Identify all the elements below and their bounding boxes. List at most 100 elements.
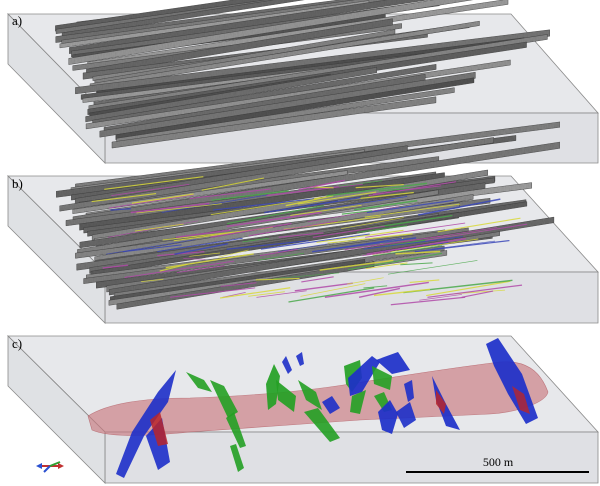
fracture-trace	[372, 245, 443, 257]
panel-c: c) 500 m	[7, 335, 599, 484]
fracture-trace	[278, 232, 324, 238]
fracture-trace	[218, 249, 249, 258]
fracture-trace	[437, 217, 521, 233]
fracture-trace	[341, 210, 373, 215]
fault-plane-blue	[404, 380, 414, 402]
fracture-trace	[368, 181, 457, 197]
fault-planes	[116, 338, 538, 478]
fracture-trace	[290, 204, 362, 216]
drill-core	[85, 67, 377, 123]
fracture-trace	[426, 280, 511, 297]
fault-plane-red	[512, 386, 530, 414]
panel-b-box-left	[7, 175, 106, 324]
fracture-trace	[176, 265, 225, 273]
fracture-trace	[159, 263, 188, 272]
fracture-trace	[431, 240, 496, 250]
fracture-trace	[326, 182, 428, 197]
fracture-trace	[319, 259, 394, 271]
drill-core	[85, 59, 511, 130]
fracture-trace	[363, 236, 463, 250]
fracture-trace	[242, 237, 269, 243]
fracture-trace	[427, 284, 523, 298]
fault-plane-green	[266, 364, 280, 410]
axis-triad-icon	[36, 461, 64, 473]
panel-c-box-front	[104, 431, 599, 484]
scale-bar-label: 500 m	[483, 455, 514, 469]
fracture-trace	[338, 180, 383, 187]
fracture-trace	[259, 248, 298, 257]
fracture-trace	[395, 250, 441, 255]
fracture-trace	[324, 281, 429, 299]
fracture-traces-b	[91, 176, 528, 306]
fracture-trace	[212, 198, 315, 211]
fracture-trace	[131, 193, 194, 204]
fracture-trace	[123, 244, 182, 253]
fracture-trace	[157, 237, 243, 253]
fracture-trace	[211, 190, 289, 201]
fracture-trace	[104, 176, 204, 190]
fracture-trace	[110, 208, 131, 211]
fracture-trace	[300, 283, 366, 297]
fracture-trace	[219, 287, 291, 299]
fault-plane-blue	[296, 352, 304, 366]
fracture-trace	[256, 290, 307, 298]
drill-core	[75, 29, 550, 95]
fault-plane-green	[372, 366, 392, 390]
fracture-trace	[294, 282, 353, 292]
fracture-trace	[189, 252, 221, 257]
fracture-trace	[248, 220, 338, 237]
fault-plane-green	[350, 390, 366, 414]
panel-b: b)	[7, 121, 599, 324]
fracture-trace	[354, 199, 418, 211]
fracture-trace	[312, 225, 385, 238]
fracture-trace	[316, 229, 404, 243]
fracture-trace	[108, 194, 194, 209]
fracture-trace	[409, 279, 440, 283]
fracture-trace	[248, 291, 285, 297]
fracture-trace	[327, 233, 413, 244]
fault-plane-green	[298, 380, 322, 410]
fracture-trace	[358, 287, 401, 298]
fracture-trace	[210, 222, 292, 238]
fracture-trace	[297, 191, 377, 205]
fault-plane-blue	[378, 400, 398, 434]
panel-a: a)	[7, 0, 599, 164]
fracture-trace	[124, 260, 235, 278]
fracture-trace	[157, 250, 205, 257]
fault-plane-blue	[282, 356, 292, 374]
fracture-trace	[183, 258, 206, 260]
fracture-trace	[165, 253, 254, 269]
fracture-trace	[174, 243, 229, 255]
fracture-trace	[461, 290, 494, 298]
fracture-trace	[355, 183, 404, 189]
fault-plane-green	[210, 380, 238, 418]
fracture-trace	[425, 223, 528, 241]
fracture-trace	[285, 194, 334, 207]
fracture-trace	[414, 239, 510, 253]
fault-plane-red	[436, 390, 446, 414]
fracture-trace	[366, 199, 454, 214]
fracture-trace	[170, 287, 256, 298]
fracture-trace	[298, 179, 345, 191]
panel-b-label: b)	[12, 176, 23, 191]
fracture-trace	[189, 188, 271, 200]
fault-plane-green	[186, 372, 212, 392]
fracture-trace	[130, 202, 210, 214]
fracture-trace	[102, 264, 129, 269]
fracture-trace	[418, 198, 501, 216]
fracture-trace	[301, 276, 334, 283]
drill-core	[116, 261, 375, 310]
fracture-trace	[344, 234, 450, 251]
fracture-trace	[329, 237, 402, 250]
fault-plane-green	[276, 380, 296, 412]
fracture-trace	[362, 251, 391, 256]
scale-bar: 500 m	[406, 455, 589, 473]
fault-plane-blue	[376, 352, 410, 374]
drill-core	[111, 96, 437, 149]
fracture-trace	[201, 177, 265, 191]
fracture-trace	[161, 194, 268, 213]
fracture-trace	[176, 229, 231, 238]
fracture-trace	[357, 225, 408, 233]
drill-core	[59, 137, 494, 212]
fracture-trace	[365, 222, 466, 238]
